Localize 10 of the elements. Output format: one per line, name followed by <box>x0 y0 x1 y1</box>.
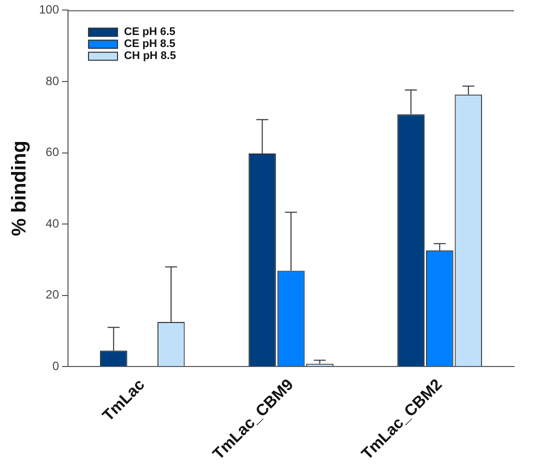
y-tick-label: 100 <box>38 2 60 17</box>
y-axis-title: % binding <box>8 140 31 236</box>
legend-label: CE pH 8.5 <box>124 38 176 50</box>
legend-label: CE pH 6.5 <box>124 26 176 38</box>
y-tick-label: 20 <box>46 288 60 302</box>
y-tick-label: 60 <box>46 145 60 160</box>
legend-label: CH pH 8.5 <box>124 50 176 62</box>
y-tick-label: 40 <box>46 216 60 230</box>
y-tick-label: 0 <box>52 358 60 373</box>
y-tick-label: 80 <box>46 74 60 88</box>
